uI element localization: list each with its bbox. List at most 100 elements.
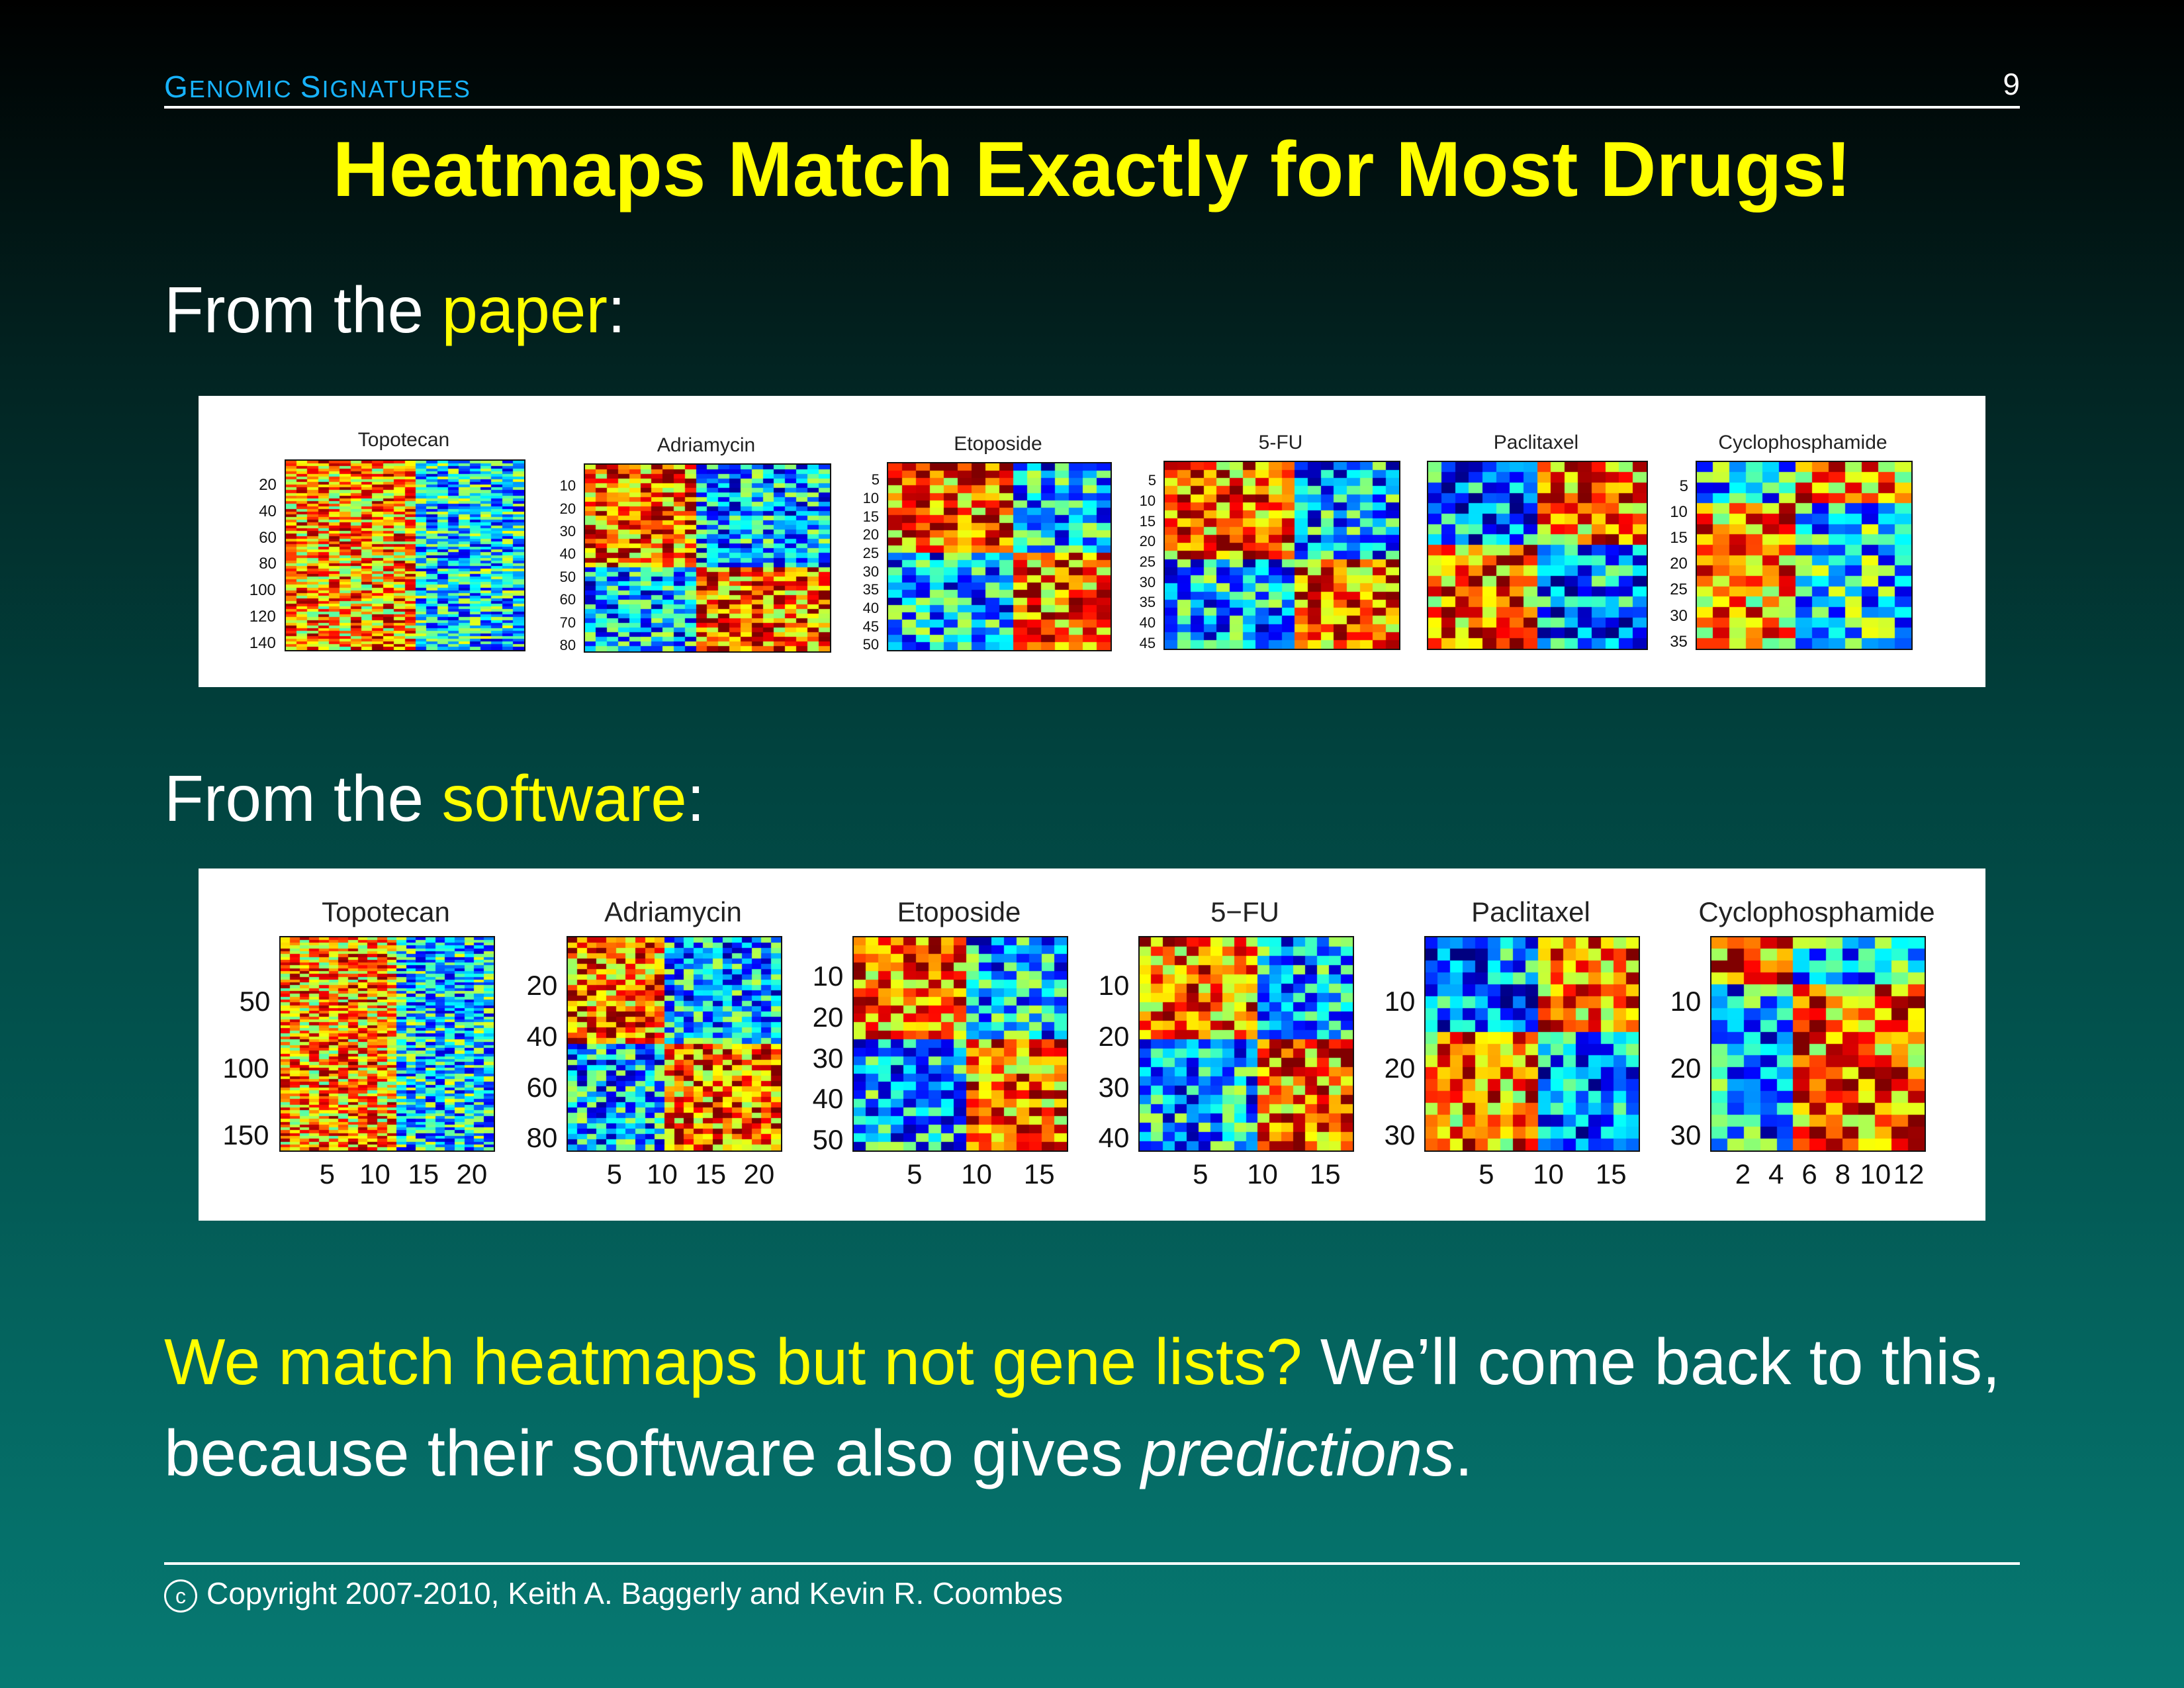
heatmap-xtick: 8 xyxy=(1835,1158,1850,1190)
paper-label: From the paper: xyxy=(164,270,625,350)
heatmap-ytick: 10 xyxy=(812,960,844,992)
heatmap-xtick: 4 xyxy=(1768,1158,1784,1190)
heatmap-title: 5-FU xyxy=(1258,432,1303,453)
heatmap-ytick: 140 xyxy=(249,633,276,652)
heatmap-xtick: 15 xyxy=(1309,1158,1341,1190)
heatmap-xtick: 10 xyxy=(1860,1158,1891,1190)
heatmap-ytick: 20 xyxy=(812,1001,844,1033)
heatmap-ytick: 15 xyxy=(1670,529,1688,547)
software-heatmap-panel: Topotecan 50 100 150 5 10 15 20 Adriamycin 20 40 60… xyxy=(199,868,1985,1221)
heatmap-xtick: 5 xyxy=(1193,1158,1208,1190)
heatmap-ytick: 150 xyxy=(222,1119,269,1150)
heatmap-ytick: 10 xyxy=(1670,502,1688,521)
heatmap xyxy=(1163,461,1400,650)
paper-label-highlight: paper xyxy=(441,273,608,346)
heatmap xyxy=(1696,461,1913,650)
section-title-part: G xyxy=(164,70,189,104)
heatmap-ytick: 10 xyxy=(559,477,576,494)
heatmap-ytick: 10 xyxy=(1384,986,1416,1017)
heatmap-xtick: 10 xyxy=(1247,1158,1278,1190)
heatmap-xtick: 5 xyxy=(1479,1158,1494,1190)
heatmap-ytick: 25 xyxy=(862,545,880,562)
heatmap-ytick: 20 xyxy=(526,970,558,1002)
heatmap-ytick: 30 xyxy=(862,563,880,580)
heatmap-xtick: 5 xyxy=(606,1158,622,1190)
software-label-highlight: software xyxy=(441,762,687,835)
heatmap-xtick: 15 xyxy=(695,1158,727,1190)
heatmap-title: Cyclophosphamide xyxy=(1718,432,1888,453)
heatmap-ytick: 40 xyxy=(1139,614,1156,632)
copyright-icon: c xyxy=(164,1579,197,1613)
heatmap-title: Adriamycin xyxy=(604,896,742,927)
heatmap-ytick: 70 xyxy=(559,614,576,631)
heatmap-ytick: 40 xyxy=(812,1083,844,1115)
conclusion-text: We match heatmaps but not gene lists? We… xyxy=(164,1316,2030,1499)
heatmap-ytick: 50 xyxy=(812,1124,844,1156)
heatmap-ytick: 35 xyxy=(1139,594,1156,611)
heatmap xyxy=(567,936,782,1152)
heatmap-ytick: 50 xyxy=(239,986,271,1017)
heatmap-ytick: 20 xyxy=(1670,1053,1702,1084)
paper-label-suffix: : xyxy=(607,273,626,346)
heatmap-ytick: 20 xyxy=(559,500,576,517)
header-rule xyxy=(164,106,2020,109)
slide-title: Heatmaps Match Exactly for Most Drugs! xyxy=(332,126,1852,213)
heatmap-ytick: 60 xyxy=(526,1071,558,1103)
heatmap-ytick: 100 xyxy=(222,1053,269,1084)
heatmap xyxy=(279,936,495,1152)
heatmap-ytick: 10 xyxy=(1098,970,1130,1002)
heatmap-ytick: 80 xyxy=(559,636,576,653)
heatmap-xtick: 5 xyxy=(319,1158,335,1190)
heatmap-xtick: 6 xyxy=(1801,1158,1817,1190)
heatmap xyxy=(584,463,831,653)
heatmap-title: Etoposide xyxy=(954,433,1042,455)
heatmap-ytick: 15 xyxy=(862,508,880,525)
heatmap-ytick: 45 xyxy=(862,618,880,635)
heatmap-ytick: 5 xyxy=(1148,472,1157,489)
heatmap-ytick: 5 xyxy=(871,471,880,489)
heatmap-ytick: 20 xyxy=(862,526,880,543)
conclusion-text-a: We’ll come back to this, because their s… xyxy=(164,1325,2001,1489)
heatmap-xtick: 20 xyxy=(456,1158,488,1190)
heatmap xyxy=(1138,936,1354,1152)
heatmap-ytick: 20 xyxy=(1139,533,1156,550)
heatmap-xtick: 10 xyxy=(1533,1158,1564,1190)
heatmap-ytick: 20 xyxy=(1384,1053,1416,1084)
footer: c Copyright 2007-2010, Keith A. Baggerly … xyxy=(164,1575,1063,1613)
heatmap-title: Etoposide xyxy=(897,896,1021,927)
heatmap-ytick: 30 xyxy=(1098,1071,1130,1103)
heatmap-ytick: 35 xyxy=(862,581,880,598)
heatmap-title: Paclitaxel xyxy=(1493,432,1579,453)
conclusion-emphasis: predictions xyxy=(1141,1417,1455,1489)
conclusion-text-b: . xyxy=(1455,1417,1473,1489)
heatmap-ytick: 40 xyxy=(862,599,880,616)
paper-heatmap-panel: Topotecan 20 40 60 80 100 120 140 Adriamycin 10 20… xyxy=(199,396,1985,687)
software-label-prefix: From the xyxy=(164,762,442,835)
heatmap-ytick: 20 xyxy=(259,476,277,494)
heatmap-xtick: 12 xyxy=(1893,1158,1925,1190)
heatmap xyxy=(1424,936,1640,1152)
conclusion-highlight: We match heatmaps but not gene lists? xyxy=(164,1325,1302,1398)
heatmap-title: Paclitaxel xyxy=(1471,896,1590,927)
footer-text: Copyright 2007-2010, Keith A. Baggerly a… xyxy=(206,1576,1063,1611)
heatmap-ytick: 80 xyxy=(526,1122,558,1154)
heatmap xyxy=(1427,461,1648,650)
heatmap-xtick: 20 xyxy=(743,1158,775,1190)
heatmap xyxy=(852,936,1068,1152)
heatmap-ytick: 20 xyxy=(1098,1021,1130,1053)
heatmap-ytick: 15 xyxy=(1139,512,1156,530)
software-label: From the software: xyxy=(164,759,705,838)
heatmap-ytick: 50 xyxy=(559,568,576,585)
heatmap-ytick: 30 xyxy=(812,1042,844,1074)
heatmap xyxy=(1710,936,1926,1152)
heatmap-xtick: 5 xyxy=(907,1158,923,1190)
heatmap-xtick: 15 xyxy=(1023,1158,1055,1190)
section-title-part: S xyxy=(300,70,322,104)
paper-label-prefix: From the xyxy=(164,273,442,346)
heatmap-ytick: 10 xyxy=(1670,986,1702,1017)
heatmap-ytick: 40 xyxy=(1098,1122,1130,1154)
heatmap xyxy=(285,459,525,651)
heatmap-ytick: 30 xyxy=(1670,1119,1702,1150)
section-title: GENOMIC SIGNATURES xyxy=(164,69,471,105)
heatmap-title: Cyclophosphamide xyxy=(1698,896,1935,927)
